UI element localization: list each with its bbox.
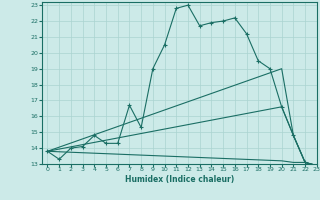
X-axis label: Humidex (Indice chaleur): Humidex (Indice chaleur) [124, 175, 234, 184]
